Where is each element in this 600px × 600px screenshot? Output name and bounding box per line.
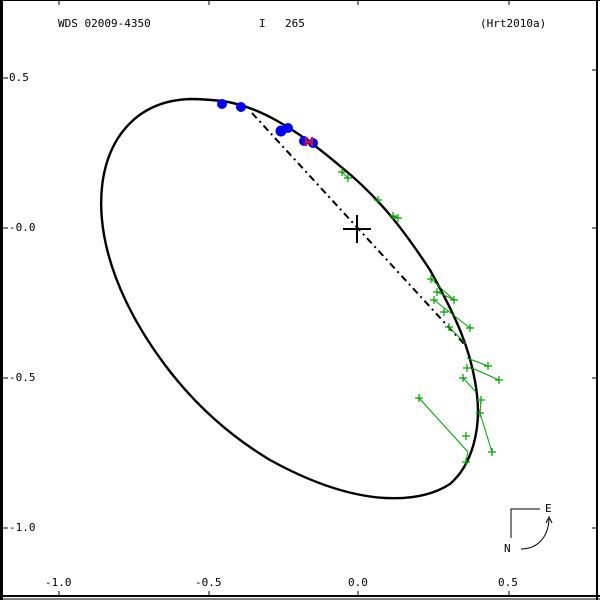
- axis-ticks: [3, 0, 597, 596]
- y-tick-label: 0.5: [9, 71, 29, 84]
- x-tick-label: -1.0: [45, 576, 72, 589]
- compass-east-label: E: [545, 502, 552, 515]
- x-tick-label: -0.5: [195, 576, 222, 589]
- x-tick-label: 0.0: [348, 576, 368, 589]
- primary-star-icon: [343, 215, 371, 243]
- compass-icon: [510, 508, 553, 550]
- grade-label: I: [259, 17, 266, 30]
- visual-measures: [338, 168, 503, 466]
- orbit-ellipse: [100, 97, 480, 500]
- wds-id-label: WDS 02009-4350: [58, 17, 151, 30]
- interferometric-measures: [217, 99, 318, 148]
- grade-value: 265: [285, 17, 305, 30]
- compass-north-label: N: [504, 542, 511, 555]
- y-tick-label: -1.0: [9, 521, 36, 534]
- y-tick-label: -0.5: [9, 371, 36, 384]
- y-tick-label: -0.0: [9, 221, 36, 234]
- recent-measures: [305, 137, 313, 146]
- x-tick-label: 0.5: [498, 576, 518, 589]
- reference-label: (Hrt2010a): [480, 17, 547, 30]
- residual-lines: [341, 171, 500, 462]
